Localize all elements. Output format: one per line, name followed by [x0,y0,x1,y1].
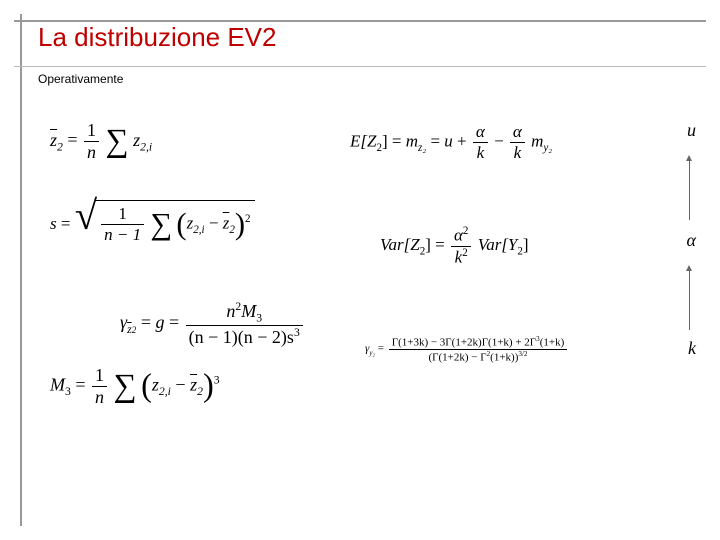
eq-stddev: s = √ 1 n − 1 ∑ (z2,i − z2)2 [50,200,255,245]
eq-m3: M3 = 1 n ∑ (z2,i − z2)3 [50,365,220,408]
eq-mean: z2 = 1 n ∑ z2,i [50,120,152,163]
frame-divider [14,66,706,67]
sigma-icon: ∑ [106,123,129,159]
page-title: La distribuzione EV2 [34,22,280,53]
zbar: z2 [50,130,63,150]
frac-1-n: 1 n [84,120,99,163]
eq-var: Var[Z2] = α2 k2 Var[Y2] [380,225,529,267]
frame-border-left [20,14,22,526]
subtitle: Operativamente [38,72,123,86]
slide-frame [14,14,706,526]
equals: = [67,130,82,150]
eq-gamma-y: γy₂ = Γ(1+3k) − 3Γ(1+2k)Γ(1+k) + 2Γ3(1+k… [365,335,569,363]
arrow-u-alpha [689,160,690,220]
z2i: z2,i [133,130,152,150]
arrow-alpha-k [689,270,690,330]
param-alpha: α [687,230,696,251]
s-var: s [50,214,57,233]
sqrt: √ 1 n − 1 ∑ (z2,i − z2)2 [75,200,255,245]
param-k: k [688,338,696,359]
param-u: u [687,120,696,141]
eq-expect: E[Z2] = mz₂ = u + αk − αk my₂ [350,122,552,163]
eq-skew: γz2 = g = n2M3 (n − 1)(n − 2)s3 [120,300,305,348]
